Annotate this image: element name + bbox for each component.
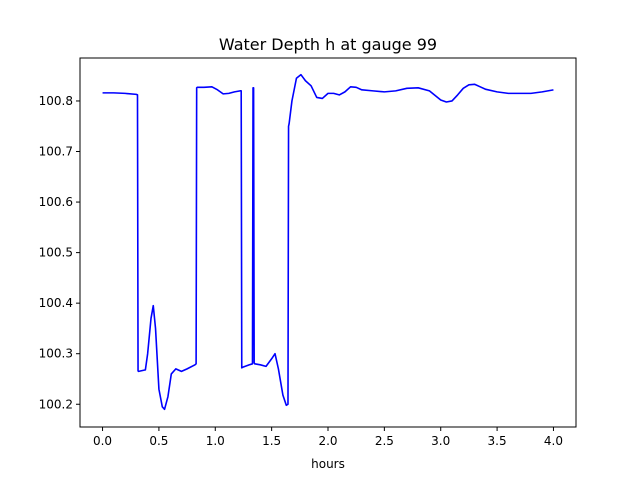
x-axis-label: hours xyxy=(311,457,345,471)
y-tick-label: 100.8 xyxy=(39,94,73,108)
x-tick-label: 1.0 xyxy=(206,434,225,448)
series-line-0 xyxy=(102,73,554,411)
x-axis: 0.0 0.5 1.0 1.5 2.0 2.5 3.0 3.5 4.0 xyxy=(93,427,563,448)
x-tick-label: 3.0 xyxy=(431,434,450,448)
x-tick-label: 2.0 xyxy=(318,434,337,448)
x-tick-label: 3.5 xyxy=(488,434,507,448)
x-tick-label: 1.5 xyxy=(262,434,281,448)
y-tick-label: 100.7 xyxy=(39,145,73,159)
y-tick-label: 100.4 xyxy=(39,296,73,310)
x-tick-label: 2.5 xyxy=(375,434,394,448)
x-tick-label: 0.0 xyxy=(93,434,112,448)
y-tick-label: 100.2 xyxy=(39,397,73,411)
y-tick-label: 100.3 xyxy=(39,347,73,361)
y-tick-label: 100.6 xyxy=(39,195,73,209)
plot-area xyxy=(102,73,554,411)
x-tick-label: 4.0 xyxy=(544,434,563,448)
chart-title: Water Depth h at gauge 99 xyxy=(219,35,437,54)
y-axis: 100.2 100.3 100.4 100.5 100.6 100.7 100.8 xyxy=(39,94,80,411)
y-tick-label: 100.5 xyxy=(39,246,73,260)
axes-frame xyxy=(79,57,577,428)
x-tick-label: 0.5 xyxy=(149,434,168,448)
